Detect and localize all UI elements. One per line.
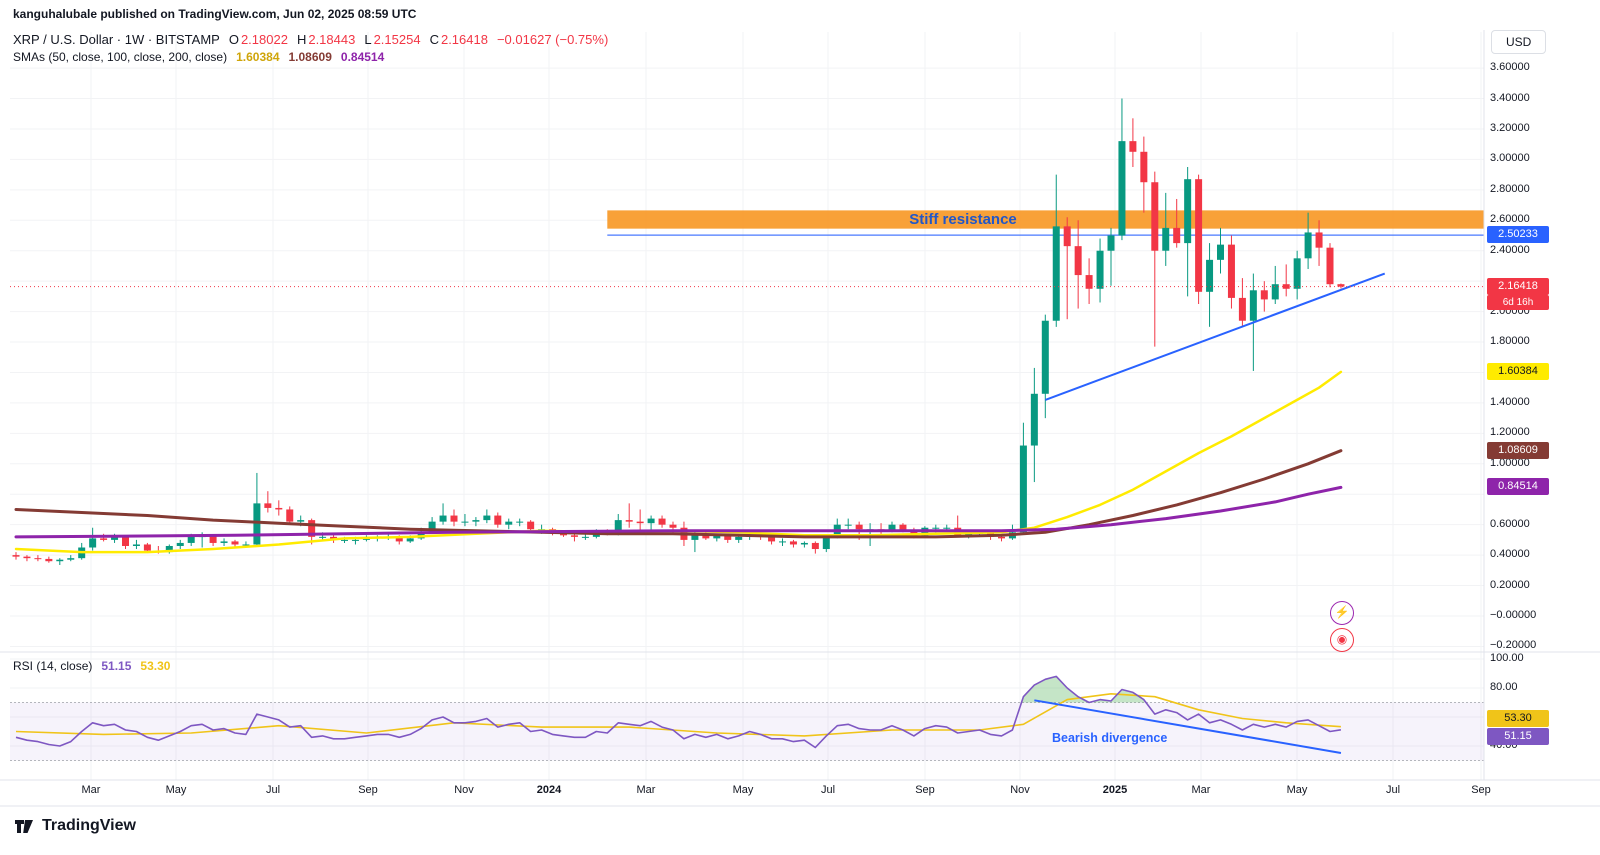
price-tick: 3.60000 xyxy=(1490,61,1530,74)
rsi-pane xyxy=(10,675,1484,761)
time-axis-label: 2024 xyxy=(536,784,562,796)
sma50-badge: 1.60384 xyxy=(1487,362,1549,380)
price-axis-unit[interactable]: USD xyxy=(1491,30,1547,54)
close-value: 2.16418 xyxy=(440,32,488,47)
price-tick: 1.00000 xyxy=(1490,456,1530,469)
price-tick: 2.40000 xyxy=(1490,243,1530,256)
sma50-legend-value: 1.60384 xyxy=(236,50,280,64)
low-value: 2.15254 xyxy=(373,32,421,47)
rsi-ma-legend-value: 53.30 xyxy=(140,659,171,673)
time-axis-label: Nov xyxy=(1010,784,1030,796)
sma100-badge: 1.08609 xyxy=(1487,441,1549,459)
sma-lines xyxy=(14,370,1343,554)
time-axis-label: May xyxy=(1286,784,1308,796)
rsi-header: RSI (14, close) 51.15 53.30 xyxy=(13,659,170,673)
time-axis-label: Jul xyxy=(1385,784,1401,796)
rsi-tick: 80.00 xyxy=(1490,681,1518,693)
sma200-badge: 0.84514 xyxy=(1487,478,1549,496)
sma200-legend-value: 0.84514 xyxy=(340,50,385,64)
price-tick: 2.60000 xyxy=(1490,213,1530,226)
footer-bar: TradingView xyxy=(0,807,1600,855)
candles xyxy=(12,98,1345,566)
price-tick: 0.20000 xyxy=(1490,578,1530,591)
time-axis-label: Sep xyxy=(915,784,935,796)
divergence-label: Bearish divergence xyxy=(1052,731,1168,745)
rsi-tick: 100.00 xyxy=(1490,652,1524,664)
trendlines xyxy=(1044,272,1386,401)
time-axis-label: Mar xyxy=(1191,784,1211,796)
time-axis-label: Jul xyxy=(820,784,836,796)
time-axis-label: Nov xyxy=(454,784,474,796)
rsi-legend-value: 51.15 xyxy=(101,659,132,673)
time-axis-label: Mar xyxy=(81,784,101,796)
time-axis-label: May xyxy=(165,784,187,796)
price-tick: 0.60000 xyxy=(1490,517,1530,530)
brand-name: TradingView xyxy=(42,817,136,834)
price-tick: 3.20000 xyxy=(1490,121,1530,134)
price-tick: 0.40000 xyxy=(1490,548,1530,561)
rsi-badge: 51.15 xyxy=(1487,727,1549,745)
symbol-title[interactable]: XRP / U.S. Dollar · 1W · BITSTAMP xyxy=(13,32,220,47)
reactions-icon[interactable]: ◉ xyxy=(1330,628,1354,652)
time-axis-label: Mar xyxy=(636,784,656,796)
price-tick: 1.80000 xyxy=(1490,335,1530,348)
sma100-legend-value: 1.08609 xyxy=(288,50,332,64)
price-tick: 3.40000 xyxy=(1490,91,1530,104)
separators xyxy=(0,30,1600,807)
countdown-badge: 6d 16h xyxy=(1487,294,1549,310)
resistance-zone xyxy=(607,210,1484,236)
time-axis-label: May xyxy=(732,784,754,796)
high-label: H xyxy=(296,32,307,47)
high-value: 2.18443 xyxy=(308,32,356,47)
rsi-ma-badge: 53.30 xyxy=(1487,709,1549,727)
last-price-badge: 2.16418 xyxy=(1487,277,1549,295)
symbol-header: XRP / U.S. Dollar · 1W · BITSTAMP O 2.1802… xyxy=(13,32,608,47)
low-label: L xyxy=(364,32,372,47)
change-value: −0.01627 (−0.75%) xyxy=(496,32,609,47)
open-value: 2.18022 xyxy=(240,32,288,47)
price-tick: 1.20000 xyxy=(1490,426,1530,439)
rsi-title[interactable]: RSI (14, close) xyxy=(13,659,93,673)
tradingview-logo[interactable]: TradingView xyxy=(13,815,136,837)
price-tick: −0.20000 xyxy=(1490,639,1537,652)
open-label: O xyxy=(228,32,239,47)
close-label: C xyxy=(429,32,439,47)
attribution: kanguhalubale published on TradingView.c… xyxy=(13,7,417,21)
resistance-label: Stiff resistance xyxy=(909,211,1017,228)
time-axis-label: Jul xyxy=(265,784,281,796)
price-tick: 1.40000 xyxy=(1490,395,1530,408)
time-axis-label: Sep xyxy=(358,784,378,796)
time-axis-label: Sep xyxy=(1471,784,1491,796)
tradingview-mark-icon xyxy=(15,820,33,833)
price-tick: 2.80000 xyxy=(1490,182,1530,195)
sma-legend: SMAs (50, close, 100, close, 200, close)… xyxy=(13,50,384,64)
time-axis-label: 2025 xyxy=(1102,784,1128,796)
price-tick: 3.00000 xyxy=(1490,152,1530,165)
alert-price-badge: 2.50233 xyxy=(1487,226,1549,244)
sma-legend-label[interactable]: SMAs (50, close, 100, close, 200, close) xyxy=(13,50,228,64)
boost-icon[interactable]: ⚡ xyxy=(1330,601,1354,625)
price-tick: −0.00000 xyxy=(1490,609,1537,621)
